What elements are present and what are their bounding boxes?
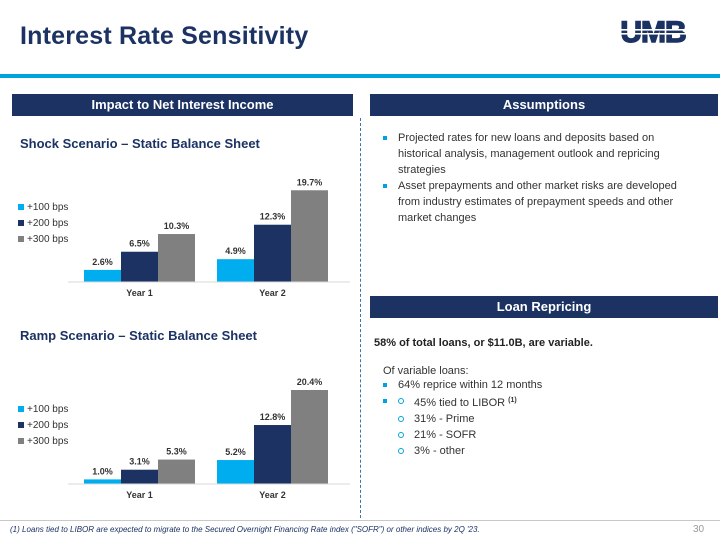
bar [217, 259, 254, 282]
data-label: 4.9% [225, 246, 246, 256]
assumption-item: Projected rates for new loans and deposi… [378, 130, 678, 178]
impact-header: Impact to Net Interest Income [12, 94, 353, 116]
data-label: 19.7% [297, 177, 323, 187]
data-label: 1.0% [92, 466, 113, 476]
reprice-sub-list: 45% tied to LIBOR (1) 31% - Prime 21% - … [378, 393, 678, 459]
legend-swatch [18, 220, 24, 226]
title-rule [0, 74, 720, 78]
prime-item: 31% - Prime [378, 411, 678, 427]
legend-swatch [18, 236, 24, 242]
shock-chart: +100 bps +200 bps +300 bps 2.6% 6.5% 10.3% Yea… [18, 177, 350, 298]
legend-label: +200 bps [27, 420, 68, 431]
legend-label: +200 bps [27, 218, 68, 229]
bar [84, 479, 121, 484]
footer-rule [0, 520, 720, 521]
bar [254, 224, 291, 282]
ramp-chart: +100 bps +200 bps +300 bps 1.0% 3.1% 5.3% Year… [18, 377, 350, 500]
loan-repricing-header: Loan Repricing [370, 296, 718, 318]
bar [291, 390, 328, 484]
bar [254, 425, 291, 484]
data-label: 5.3% [166, 447, 187, 457]
sofr-item: 21% - SOFR [378, 427, 678, 443]
data-label: 20.4% [297, 377, 323, 387]
category-label: Year 1 [126, 288, 153, 298]
bar [291, 190, 328, 282]
footnote: (1) Loans tied to LIBOR are expected to … [10, 525, 480, 534]
category-label: Year 2 [259, 288, 286, 298]
legend-swatch [18, 204, 24, 210]
column-divider [360, 118, 361, 518]
category-label: Year 2 [259, 490, 286, 500]
loan-repricing-list: 64% reprice within 12 months 45% tied to… [378, 377, 678, 459]
legend-label: +300 bps [27, 436, 68, 447]
data-label: 12.3% [260, 212, 286, 222]
page-title: Interest Rate Sensitivity [20, 22, 309, 50]
category-label: Year 1 [126, 490, 153, 500]
libor-text: 45% tied to LIBOR [414, 397, 509, 409]
page-number: 30 [693, 524, 705, 535]
reprice-sub-container: 45% tied to LIBOR (1) 31% - Prime 21% - … [378, 393, 678, 459]
assumptions-list: Projected rates for new loans and deposi… [378, 130, 678, 226]
legend-swatch [18, 438, 24, 444]
shock-chart-title: Shock Scenario – Static Balance Sheet [20, 136, 260, 151]
legend-label: +100 bps [27, 202, 68, 213]
data-label: 6.5% [129, 239, 150, 249]
bar [121, 469, 158, 484]
legend-label: +100 bps [27, 404, 68, 415]
legend-label: +300 bps [27, 234, 68, 245]
other-item: 3% - other [378, 443, 678, 459]
bar [121, 251, 158, 282]
ramp-chart-title: Ramp Scenario – Static Balance Sheet [20, 328, 257, 343]
data-label: 5.2% [225, 447, 246, 457]
assumption-item: Asset prepayments and other market risks… [378, 178, 678, 226]
libor-item: 45% tied to LIBOR (1) [378, 393, 678, 411]
bar [158, 234, 195, 282]
umb-logo: UMB [603, 18, 703, 46]
bar [217, 460, 254, 484]
data-label: 3.1% [129, 457, 150, 467]
legend-swatch [18, 406, 24, 412]
variable-loans-intro: Of variable loans: [383, 365, 469, 377]
logo-text: UMB [620, 18, 686, 46]
data-label: 2.6% [92, 257, 113, 267]
legend-swatch [18, 422, 24, 428]
bar [84, 269, 121, 282]
footnote-ref: (1) [508, 397, 517, 404]
data-label: 10.3% [164, 221, 190, 231]
data-label: 12.8% [260, 412, 286, 422]
variable-loans-summary: 58% of total loans, or $11.0B, are varia… [374, 337, 593, 349]
bar [158, 459, 195, 484]
reprice-item: 64% reprice within 12 months [378, 377, 678, 393]
assumptions-header: Assumptions [370, 94, 718, 116]
